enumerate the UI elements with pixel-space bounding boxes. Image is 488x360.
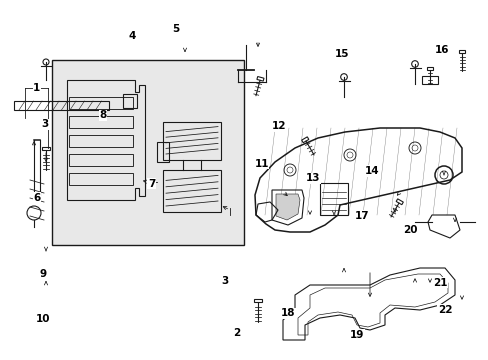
Text: 17: 17 [354, 211, 368, 221]
Text: 4: 4 [128, 31, 136, 41]
Bar [421, 76, 437, 84]
Polygon shape [254, 299, 262, 302]
Polygon shape [427, 67, 432, 70]
Text: 13: 13 [305, 173, 320, 183]
Bar [52, 60, 244, 245]
Bar [163, 170, 221, 212]
Text: 8: 8 [99, 110, 106, 120]
Text: 2: 2 [233, 328, 240, 338]
Text: 6: 6 [33, 193, 40, 203]
Polygon shape [458, 50, 464, 53]
Text: 3: 3 [41, 119, 48, 129]
Text: 21: 21 [432, 278, 447, 288]
Bar [163, 122, 221, 160]
Polygon shape [301, 137, 308, 143]
Text: 9: 9 [40, 269, 46, 279]
Text: 12: 12 [271, 121, 285, 131]
Text: 20: 20 [403, 225, 417, 235]
Text: 18: 18 [281, 308, 295, 318]
Text: 22: 22 [437, 305, 451, 315]
Text: 11: 11 [254, 159, 268, 169]
Bar [69, 97, 133, 109]
Polygon shape [275, 194, 299, 220]
Text: 16: 16 [434, 45, 449, 55]
Text: 19: 19 [349, 330, 364, 340]
Polygon shape [42, 147, 50, 150]
Bar [157, 142, 169, 162]
Text: 5: 5 [172, 24, 179, 34]
Bar [69, 116, 133, 128]
Bar [69, 173, 133, 185]
Text: 3: 3 [221, 276, 228, 286]
Text: 10: 10 [36, 314, 50, 324]
Bar [69, 154, 133, 166]
Polygon shape [256, 77, 264, 81]
Polygon shape [395, 199, 403, 205]
Bar [69, 135, 133, 147]
Text: 14: 14 [364, 166, 378, 176]
Bar [319, 183, 347, 215]
Bar [123, 94, 137, 108]
Text: 1: 1 [33, 83, 40, 93]
Text: 7: 7 [147, 179, 155, 189]
Text: 15: 15 [334, 49, 349, 59]
Bar [14, 101, 109, 110]
